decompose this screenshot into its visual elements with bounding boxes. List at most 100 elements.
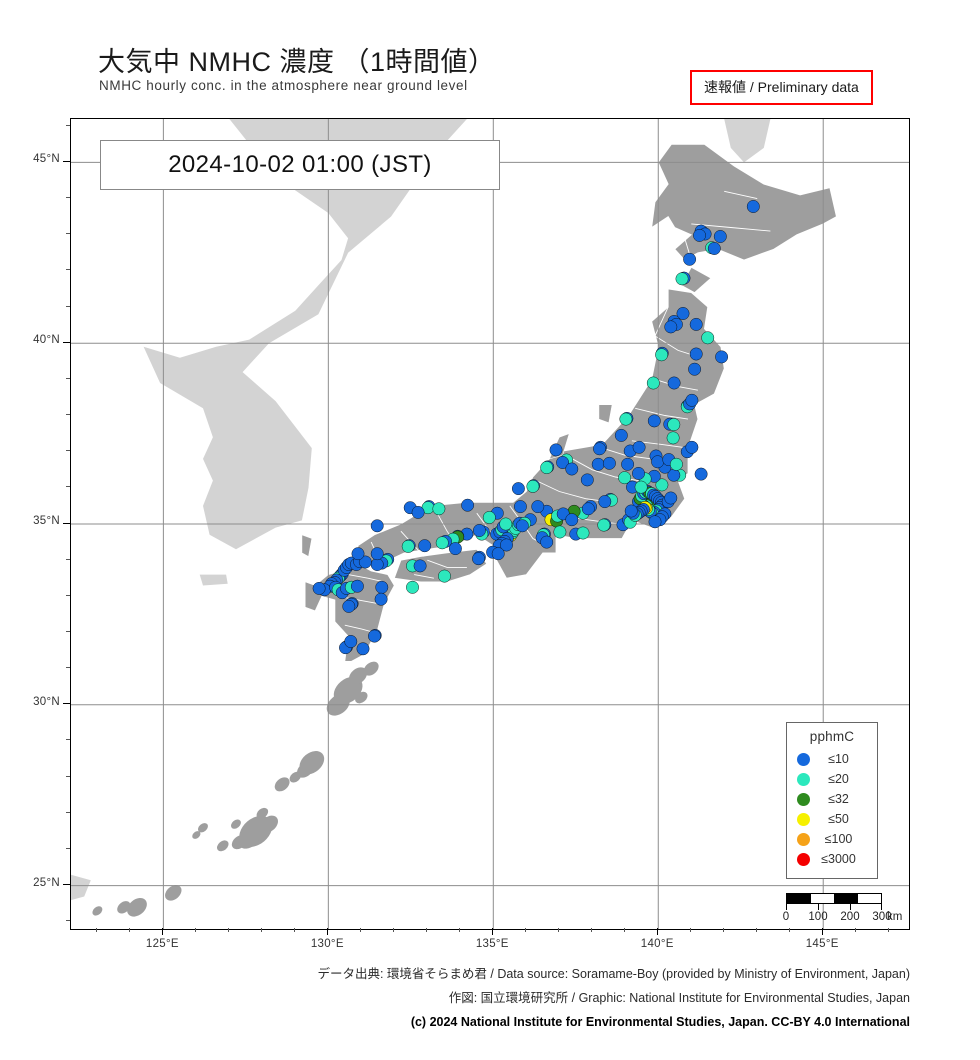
- observation-point[interactable]: [624, 504, 638, 518]
- observation-point[interactable]: [413, 559, 427, 573]
- observation-point[interactable]: [368, 629, 381, 643]
- observation-point[interactable]: [499, 517, 513, 531]
- observation-point[interactable]: [482, 511, 496, 524]
- observation-point[interactable]: [715, 350, 729, 364]
- observation-point[interactable]: [448, 542, 462, 556]
- observation-point[interactable]: [669, 457, 683, 471]
- observation-point[interactable]: [580, 473, 594, 487]
- legend-item[interactable]: ≤20: [795, 769, 869, 789]
- observation-point[interactable]: [713, 230, 727, 243]
- observation-point[interactable]: [598, 495, 612, 509]
- observation-point[interactable]: [500, 538, 513, 552]
- scale-bar-tick: [818, 904, 819, 910]
- observation-point[interactable]: [621, 457, 635, 471]
- observation-point[interactable]: [688, 362, 702, 376]
- observation-point[interactable]: [614, 428, 628, 442]
- observation-point[interactable]: [689, 317, 703, 331]
- observation-point[interactable]: [370, 519, 384, 533]
- y-tick-minor: [66, 450, 70, 452]
- observation-point[interactable]: [375, 580, 389, 594]
- observation-point[interactable]: [511, 482, 525, 496]
- observation-point[interactable]: [342, 599, 356, 613]
- observation-point[interactable]: [655, 478, 669, 492]
- observation-point[interactable]: [597, 518, 611, 532]
- observation-point[interactable]: [632, 466, 645, 480]
- observation-point[interactable]: [602, 456, 616, 470]
- observation-point[interactable]: [667, 376, 681, 390]
- observation-point[interactable]: [540, 461, 554, 475]
- observation-point[interactable]: [591, 457, 605, 471]
- observation-point[interactable]: [406, 580, 419, 594]
- observation-point[interactable]: [646, 376, 660, 390]
- observation-point[interactable]: [540, 535, 554, 549]
- jeju-island: [199, 574, 228, 586]
- observation-point[interactable]: [689, 347, 703, 361]
- x-tick-minor: [392, 928, 394, 932]
- ryukyu-island: [127, 897, 147, 917]
- observation-point[interactable]: [576, 526, 590, 540]
- observation-point[interactable]: [664, 320, 678, 334]
- observation-point[interactable]: [634, 480, 648, 494]
- observation-point[interactable]: [685, 393, 699, 407]
- observation-point[interactable]: [356, 642, 370, 656]
- observation-point[interactable]: [461, 498, 475, 512]
- observation-point[interactable]: [693, 228, 706, 242]
- observation-point[interactable]: [358, 555, 372, 569]
- observation-point[interactable]: [565, 462, 579, 476]
- map-canvas[interactable]: [70, 118, 910, 930]
- observation-point[interactable]: [746, 200, 760, 213]
- observation-point[interactable]: [531, 500, 545, 514]
- observation-point[interactable]: [432, 502, 446, 516]
- observation-point[interactable]: [666, 431, 680, 445]
- ryukyu-island: [363, 661, 379, 676]
- observation-point[interactable]: [651, 455, 665, 469]
- observation-point[interactable]: [593, 442, 606, 456]
- observation-point[interactable]: [667, 418, 681, 432]
- scale-bar-tick: [881, 904, 882, 910]
- observation-point[interactable]: [565, 513, 579, 527]
- observation-point[interactable]: [619, 412, 633, 426]
- observation-point[interactable]: [472, 524, 486, 537]
- observation-point[interactable]: [647, 414, 661, 428]
- observation-point[interactable]: [675, 272, 689, 286]
- observation-point[interactable]: [435, 536, 449, 550]
- observation-point[interactable]: [676, 307, 690, 320]
- observation-point[interactable]: [491, 547, 505, 561]
- observation-point[interactable]: [472, 552, 485, 566]
- observation-point[interactable]: [707, 242, 721, 255]
- observation-point[interactable]: [344, 635, 358, 648]
- observation-point[interactable]: [526, 479, 540, 493]
- observation-point[interactable]: [370, 547, 384, 561]
- observation-point[interactable]: [374, 592, 388, 606]
- observation-point[interactable]: [685, 440, 699, 454]
- observation-point[interactable]: [664, 491, 678, 505]
- observation-point[interactable]: [401, 539, 415, 553]
- legend-color-swatch: [797, 772, 810, 786]
- legend-item[interactable]: ≤3000: [795, 849, 869, 869]
- observation-point[interactable]: [581, 502, 595, 516]
- observation-point[interactable]: [701, 331, 715, 345]
- observation-point[interactable]: [418, 539, 432, 553]
- observation-point[interactable]: [632, 440, 646, 454]
- observation-point[interactable]: [312, 581, 326, 595]
- observation-point[interactable]: [370, 558, 384, 571]
- observation-point[interactable]: [350, 579, 364, 593]
- observation-point[interactable]: [515, 519, 529, 533]
- x-tick-minor: [194, 928, 196, 932]
- observation-point[interactable]: [513, 500, 527, 514]
- observation-point[interactable]: [694, 467, 708, 481]
- observation-point[interactable]: [351, 547, 365, 561]
- observation-point[interactable]: [556, 456, 570, 469]
- legend-item[interactable]: ≤50: [795, 809, 869, 829]
- observation-point[interactable]: [655, 348, 669, 362]
- observation-point[interactable]: [648, 515, 662, 529]
- observation-point[interactable]: [618, 471, 632, 485]
- observation-point[interactable]: [411, 505, 425, 519]
- observation-point[interactable]: [553, 525, 567, 539]
- observation-point[interactable]: [549, 443, 563, 457]
- legend-item[interactable]: ≤10: [795, 749, 869, 769]
- observation-point[interactable]: [438, 569, 451, 583]
- legend-item[interactable]: ≤32: [795, 789, 869, 809]
- observation-point[interactable]: [683, 252, 697, 266]
- legend-item[interactable]: ≤100: [795, 829, 869, 849]
